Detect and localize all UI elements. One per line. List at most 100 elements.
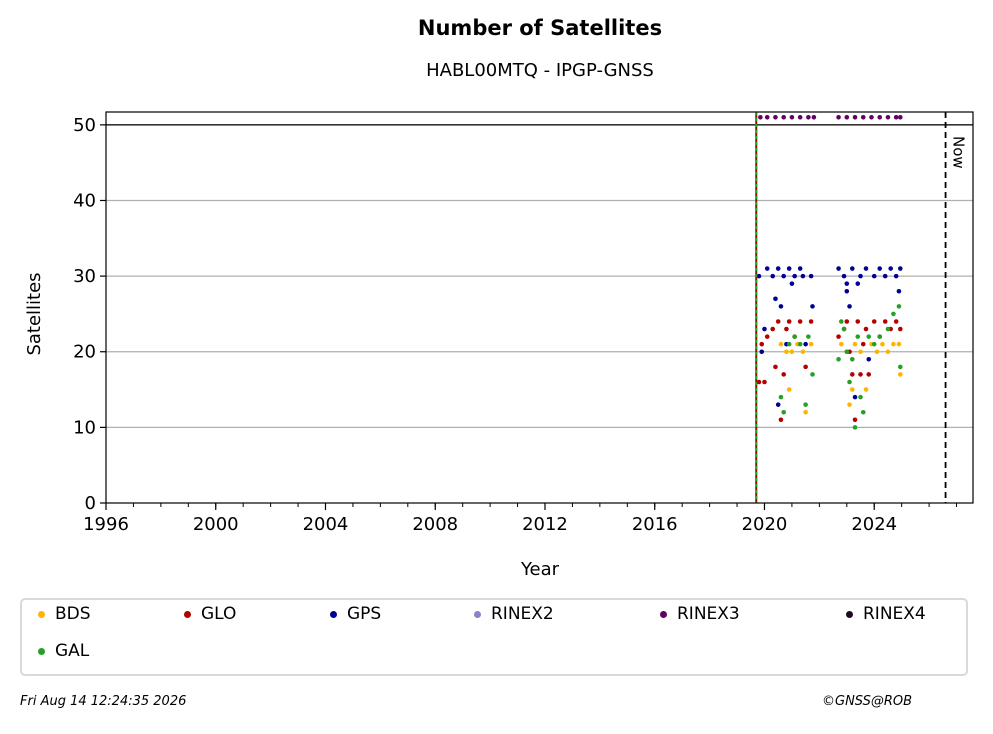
data-point: [847, 304, 852, 309]
data-point: [800, 273, 806, 279]
data-point: [786, 266, 792, 271]
data-point: [866, 372, 872, 377]
data-point: [885, 114, 891, 120]
data-point: [770, 273, 776, 279]
data-point: [836, 357, 841, 362]
data-point: [786, 341, 792, 347]
now-label: Now: [950, 136, 968, 169]
data-point: [893, 273, 899, 279]
data-point: [882, 273, 888, 279]
data-point: [778, 394, 784, 400]
series-gps: [756, 266, 903, 407]
x-tick-label: 2004: [303, 514, 349, 535]
data-point: [775, 319, 781, 324]
plot-background: [106, 112, 973, 503]
data-point: [844, 319, 850, 324]
data-point: [784, 349, 789, 355]
data-point: [759, 341, 765, 347]
y-tick-label: 30: [73, 266, 96, 287]
data-point: [781, 372, 786, 377]
data-point: [839, 319, 844, 324]
data-point: [897, 266, 903, 271]
data-point: [808, 273, 814, 279]
legend-item-bds: BDS: [38, 604, 91, 624]
data-point: [764, 114, 770, 120]
data-point: [803, 364, 808, 370]
data-point: [781, 409, 786, 415]
data-point: [803, 341, 808, 347]
data-point: [781, 114, 786, 120]
data-point: [773, 364, 778, 370]
legend-marker: [330, 610, 337, 618]
data-point: [852, 394, 858, 400]
data-point: [866, 357, 872, 362]
data-point: [897, 364, 903, 370]
data-point: [792, 273, 797, 279]
data-point: [758, 114, 763, 120]
data-point: [858, 372, 863, 377]
legend-marker: [184, 610, 191, 618]
data-point: [897, 114, 903, 120]
data-point: [852, 425, 858, 430]
data-point: [800, 349, 806, 355]
data-point: [844, 114, 850, 120]
legend: BDS GLO GPS RINEX2 RINEX3 RINEX4 GAL: [20, 598, 968, 676]
data-point: [836, 266, 841, 271]
data-point: [858, 394, 863, 400]
data-point: [811, 114, 817, 120]
data-point: [841, 326, 847, 332]
data-point: [759, 349, 765, 355]
data-point: [810, 372, 815, 377]
legend-marker: [474, 610, 481, 618]
data-point: [849, 387, 855, 392]
data-point: [852, 114, 858, 120]
legend-item-glo: GLO: [184, 604, 236, 624]
data-point: [866, 334, 872, 339]
data-point: [874, 349, 880, 355]
data-point: [797, 114, 803, 120]
data-point: [773, 114, 778, 120]
x-axis-label: Year: [520, 559, 560, 580]
legend-item-rinex3: RINEX3: [660, 604, 740, 624]
data-point: [792, 334, 797, 339]
data-point: [896, 304, 902, 309]
legend-marker: [660, 610, 667, 618]
data-point: [863, 326, 869, 332]
data-point: [871, 273, 877, 279]
data-point: [897, 326, 903, 332]
data-point: [778, 417, 784, 423]
series-bds: [778, 341, 903, 415]
data-point: [888, 266, 893, 271]
data-point: [810, 304, 815, 309]
legend-marker: [846, 610, 853, 618]
data-point: [885, 349, 891, 355]
data-point: [885, 326, 891, 332]
legend-label: GLO: [201, 604, 237, 624]
data-point: [897, 372, 903, 377]
y-axis: 0 10 20 30 40 50: [73, 115, 106, 514]
x-tick-label: 2012: [522, 514, 568, 535]
data-point: [770, 326, 776, 332]
legend-item-rinex4: RINEX4: [846, 604, 926, 624]
chart-title: Number of Satellites: [417, 16, 663, 40]
data-point: [855, 334, 861, 339]
data-point: [871, 319, 877, 324]
data-point: [849, 266, 855, 271]
chart-subtitle: HABL00MTQ - IPGP-GNSS: [426, 60, 654, 81]
y-axis-label: Satellites: [24, 272, 45, 355]
legend-label: RINEX2: [491, 604, 554, 624]
data-point: [775, 266, 781, 271]
data-point: [877, 114, 883, 120]
data-point: [762, 326, 767, 332]
y-tick-label: 50: [73, 115, 96, 136]
x-tick-label: 2016: [632, 514, 678, 535]
data-point: [797, 319, 803, 324]
data-point: [896, 341, 902, 347]
data-point: [789, 114, 795, 120]
data-point: [893, 319, 899, 324]
data-point: [860, 341, 866, 347]
data-point: [849, 357, 855, 362]
y-tick-label: 10: [73, 417, 96, 438]
legend-label: BDS: [55, 604, 91, 624]
data-point: [847, 379, 852, 385]
